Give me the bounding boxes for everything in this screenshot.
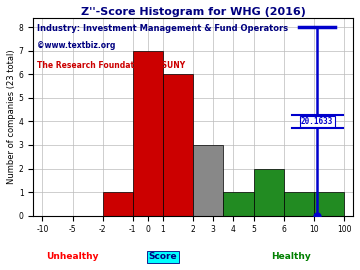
Text: ©www.textbiz.org: ©www.textbiz.org xyxy=(36,42,115,50)
Bar xyxy=(103,192,133,216)
Bar xyxy=(133,51,163,216)
Y-axis label: Number of companies (23 total): Number of companies (23 total) xyxy=(7,49,16,184)
Text: Industry: Investment Management & Fund Operators: Industry: Investment Management & Fund O… xyxy=(36,24,288,33)
Bar xyxy=(284,192,314,216)
Text: The Research Foundation of SUNY: The Research Foundation of SUNY xyxy=(36,61,185,70)
Title: Z''-Score Histogram for WHG (2016): Z''-Score Histogram for WHG (2016) xyxy=(81,7,306,17)
Text: Score: Score xyxy=(149,252,177,261)
Text: Healthy: Healthy xyxy=(271,252,311,261)
Bar xyxy=(314,192,344,216)
Bar xyxy=(163,74,193,216)
Bar xyxy=(253,168,284,216)
Bar xyxy=(223,192,253,216)
Text: 20.1633: 20.1633 xyxy=(301,117,333,126)
Text: Unhealthy: Unhealthy xyxy=(46,252,99,261)
Bar xyxy=(193,145,223,216)
